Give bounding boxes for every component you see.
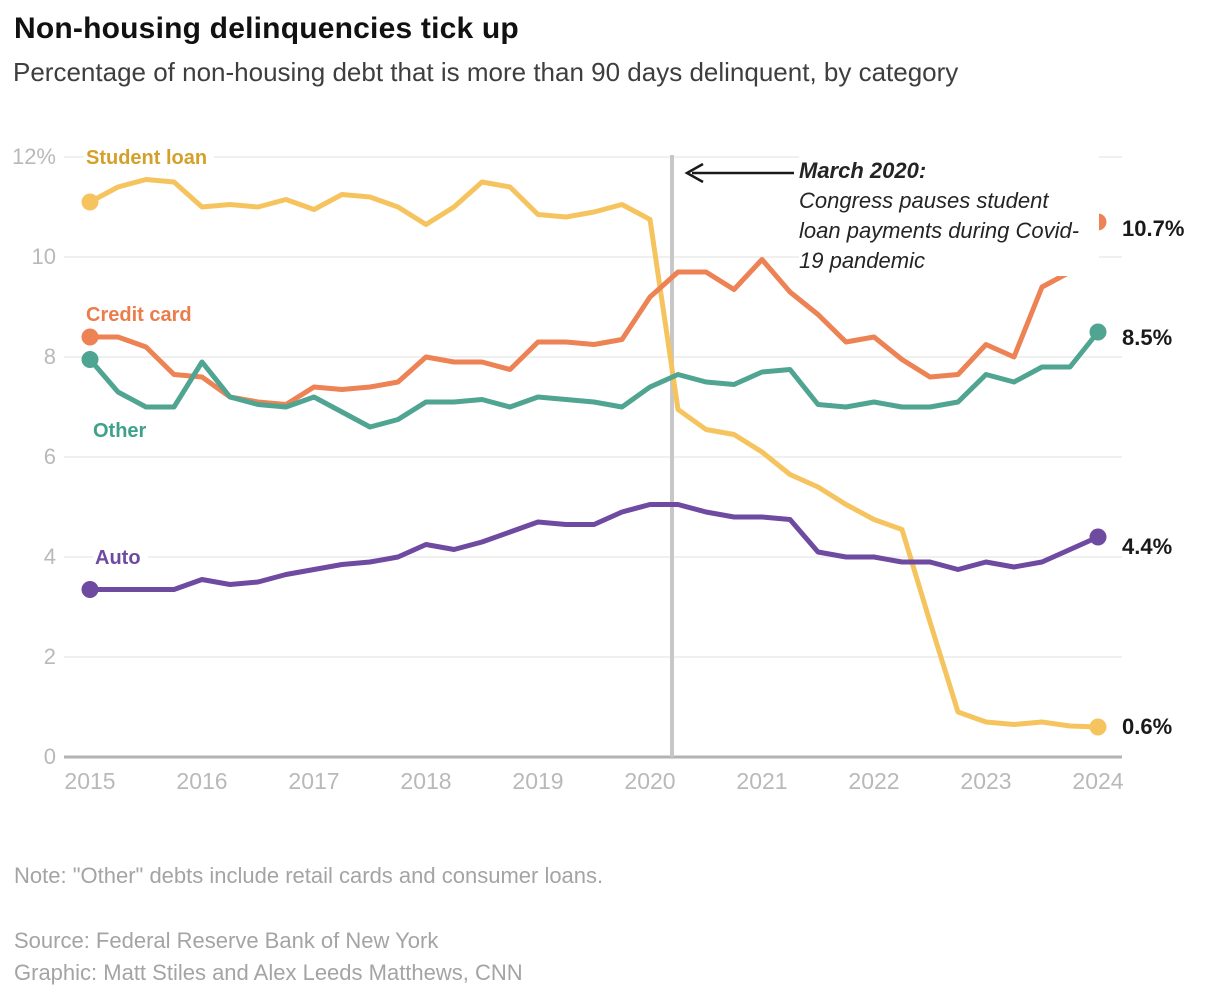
series-label-other: Other	[91, 419, 154, 444]
x-axis-label: 2020	[624, 768, 676, 794]
annotation-line: loan payments during Covid-	[799, 218, 1080, 243]
series-label-auto: Auto	[93, 546, 148, 571]
series-start-dot-auto	[81, 581, 99, 598]
series-start-dot-credit-card	[81, 328, 99, 346]
y-axis-label: 4	[43, 544, 56, 569]
series-start-dot-other	[81, 351, 99, 368]
annotation-arrow	[684, 162, 794, 184]
y-axis-label: 2	[43, 644, 56, 669]
x-axis-label: 2015	[64, 768, 116, 794]
y-axis-label: 12%	[11, 144, 56, 169]
annotation-line: 19 pandemic	[799, 248, 925, 273]
series-line-auto	[87, 502, 1101, 592]
credit-text: Graphic: Matt Stiles and Alex Leeds Matt…	[14, 960, 523, 985]
source-text: Source: Federal Reserve Bank of New York	[14, 928, 439, 953]
gridlines	[64, 156, 1122, 759]
series-label-student-loan: Student loan	[84, 146, 215, 171]
y-axis-label: 8	[43, 344, 56, 369]
end-label-credit-card: 10.7%	[1122, 216, 1185, 241]
end-label-student-loan: 0.6%	[1122, 714, 1173, 739]
y-axis-label: 6	[43, 444, 56, 469]
end-label-other: 8.5%	[1122, 325, 1173, 350]
series-end-dot-student-loan	[1089, 718, 1107, 736]
x-axis-label: 2018	[400, 768, 452, 794]
annotation-line: Congress pauses student	[799, 188, 1049, 213]
x-axis-label: 2021	[736, 768, 788, 794]
x-axis-label: 2023	[960, 768, 1012, 794]
series-line-student-loan	[87, 177, 1101, 730]
x-axis-label: 2022	[848, 768, 900, 794]
note-text: Note: "Other" debts include retail cards…	[14, 863, 604, 888]
series-end-dot-auto	[1089, 528, 1107, 546]
chart-subtitle: Percentage of non-housing debt that is m…	[13, 57, 959, 87]
x-axis-label: 2017	[288, 768, 340, 794]
end-label-auto: 4.4%	[1122, 534, 1173, 559]
series-start-dot-student-loan	[81, 193, 99, 211]
series-end-dot-other	[1089, 323, 1107, 341]
annotation-heading: March 2020:	[799, 158, 927, 183]
annotation-march-2020: March 2020: Congress pauses student loan…	[799, 156, 1099, 276]
series-line-other	[87, 329, 1101, 430]
y-axis-label: 10	[31, 244, 56, 269]
y-axis-label: 0	[43, 744, 56, 769]
x-axis-label: 2016	[176, 768, 228, 794]
series-label-credit-card: Credit card	[84, 303, 199, 328]
x-axis-label: 2024	[1072, 768, 1124, 794]
x-axis-label: 2019	[512, 768, 564, 794]
chart-title: Non-housing delinquencies tick up	[14, 12, 519, 45]
series-lines	[81, 177, 1107, 736]
